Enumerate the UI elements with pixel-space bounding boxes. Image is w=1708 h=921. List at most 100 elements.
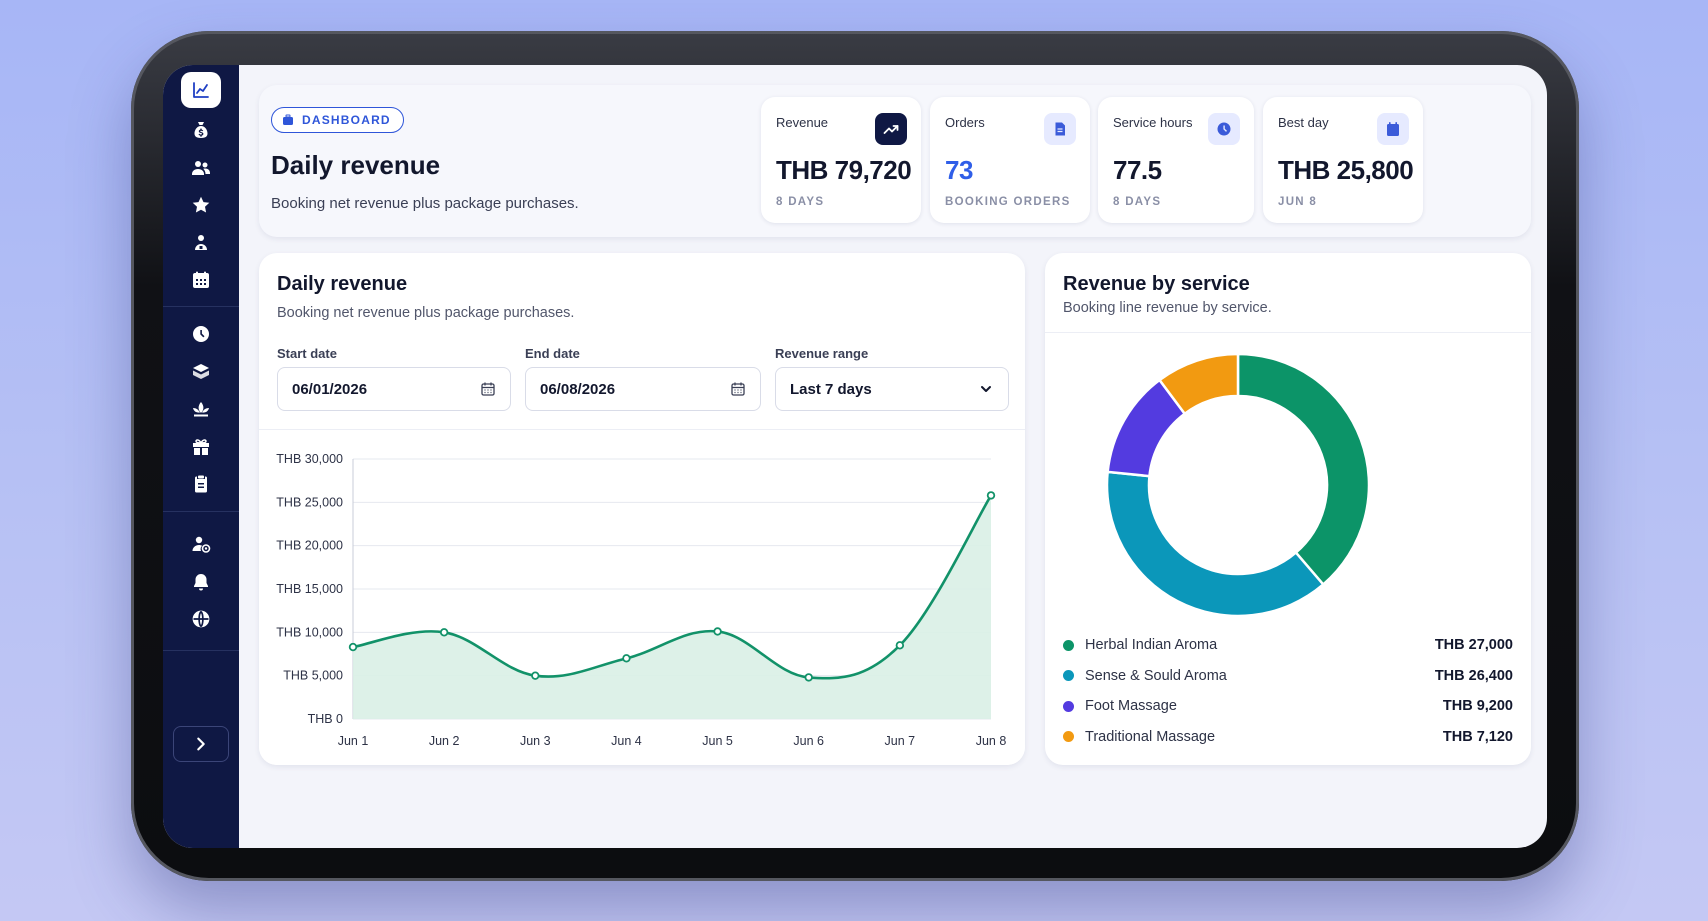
start-date-label: Start date: [277, 346, 337, 361]
legend-value: THB 26,400: [1434, 667, 1513, 684]
data-point[interactable]: [622, 654, 631, 663]
sidebar-item-dashboard[interactable]: [181, 72, 221, 108]
x-tick-label: Jun 6: [793, 734, 824, 748]
legend-value: THB 9,200: [1442, 698, 1513, 714]
sidebar-item-therapists[interactable]: [181, 225, 221, 261]
stat-label: Revenue: [776, 115, 829, 130]
legend-name: Sense & Sould Aroma: [1085, 667, 1227, 684]
y-tick-label: THB 25,000: [276, 495, 343, 509]
clock-icon: [1217, 122, 1231, 136]
daily-revenue-card: Daily revenue Booking net revenue plus p…: [259, 253, 1025, 765]
donut-slice[interactable]: [1236, 352, 1371, 587]
revenue-by-service-card: Revenue by service Booking line revenue …: [1045, 253, 1531, 765]
revenue-range-label: Revenue range: [775, 346, 869, 361]
start-date-input[interactable]: 06/01/2026: [277, 367, 511, 411]
sidebar-item-hours[interactable]: [181, 316, 221, 352]
y-tick-label: THB 10,000: [276, 625, 343, 639]
sidebar-item-language[interactable]: [181, 601, 221, 637]
x-tick-label: Jun 3: [520, 734, 551, 748]
sidebar-item-notifications[interactable]: [181, 564, 221, 600]
main-content: DASHBOARD Daily revenue Booking net reve…: [239, 65, 1547, 848]
sidebar-item-calendar[interactable]: [181, 262, 221, 298]
data-point[interactable]: [895, 641, 905, 650]
legend-dot: [1063, 700, 1074, 712]
document-icon: [1055, 122, 1065, 136]
calendar-icon[interactable]: [730, 381, 746, 397]
therapist-icon: [195, 235, 207, 250]
legend-dot: [1063, 731, 1074, 742]
sidebar-item-staff-settings[interactable]: [181, 526, 221, 562]
donut-slice[interactable]: [1157, 352, 1240, 416]
card-divider: [1045, 332, 1531, 333]
stat-label: Service hours: [1113, 115, 1193, 130]
gift-icon: [193, 439, 209, 455]
sidebar-item-services[interactable]: [181, 391, 221, 427]
bell-icon: [194, 574, 208, 591]
start-date-value: 06/01/2026: [292, 380, 368, 398]
revenue-range-select[interactable]: Last 7 days: [775, 367, 1009, 411]
x-tick-label: Jun 8: [976, 734, 1007, 748]
sidebar-item-reviews[interactable]: [181, 187, 221, 223]
app-screen: DASHBOARD Daily revenue Booking net reve…: [163, 65, 1547, 848]
card-title: Revenue by service: [1063, 273, 1250, 295]
y-tick-label: THB 0: [308, 712, 343, 726]
data-point[interactable]: [804, 673, 813, 682]
stat-value: THB 25,800: [1278, 155, 1414, 185]
legend-value: THB 7,120: [1442, 728, 1513, 745]
stat-icon-box: [1044, 113, 1076, 145]
stat-caption: 8 DAYS: [776, 196, 825, 208]
stat-card-service-hours: Service hours 77.5 8 DAYS: [1098, 97, 1254, 223]
stat-label: Best day: [1278, 115, 1329, 130]
calendar-grid-icon: [193, 271, 209, 288]
revenue-line-chart: THB 0 THB 5,000 THB 10,000 THB 15,000 THB 20…: [276, 452, 1007, 748]
package-icon: [193, 364, 209, 379]
clock-icon: [193, 326, 209, 342]
sidebar-divider: [163, 650, 239, 651]
page-subtitle: Booking net revenue plus package purchas…: [271, 195, 579, 212]
legend-item: Foot Massage THB 9,200: [1063, 695, 1513, 717]
stat-icon-box: [1208, 113, 1240, 145]
stat-caption: JUN 8: [1278, 196, 1318, 208]
stat-icon-box: [875, 113, 907, 145]
legend-dot: [1063, 639, 1074, 651]
y-tick-label: THB 15,000: [276, 582, 343, 596]
dashboard-pill-label: DASHBOARD: [302, 113, 391, 127]
stat-value: 77.5: [1113, 155, 1162, 185]
stat-card-orders: Orders 73 BOOKING ORDERS: [930, 97, 1090, 223]
sidebar-item-reports[interactable]: [181, 466, 221, 502]
stat-label: Orders: [945, 115, 985, 130]
header-card: DASHBOARD Daily revenue Booking net reve…: [259, 85, 1531, 237]
calendar-icon: [1387, 122, 1399, 136]
data-point[interactable]: [348, 642, 358, 652]
x-tick-label: Jun 4: [611, 734, 642, 748]
sidebar-item-customers[interactable]: [181, 150, 221, 186]
legend-name: Foot Massage: [1085, 698, 1177, 714]
users-icon: [192, 161, 210, 175]
sidebar-item-gifts[interactable]: [181, 429, 221, 465]
legend-name: Traditional Massage: [1085, 728, 1216, 745]
x-tick-label: Jun 7: [885, 734, 916, 748]
data-point[interactable]: [439, 628, 449, 637]
page-title: Daily revenue: [271, 150, 441, 180]
chevron-right-icon: [197, 737, 205, 751]
sidebar-expand-button[interactable]: [173, 726, 229, 762]
x-tick-label: Jun 1: [338, 734, 369, 748]
end-date-value: 06/08/2026: [540, 380, 616, 398]
sidebar-divider: [163, 306, 239, 307]
globe-icon: [192, 610, 210, 628]
x-tick-label: Jun 2: [429, 734, 460, 748]
sidebar-item-packages[interactable]: [181, 354, 221, 390]
data-point[interactable]: [531, 671, 540, 680]
end-date-input[interactable]: 06/08/2026: [525, 367, 761, 411]
data-point[interactable]: [986, 491, 996, 500]
sidebar-divider: [163, 511, 239, 512]
calendar-icon[interactable]: [480, 381, 496, 397]
legend-item: Traditional Massage THB 7,120: [1063, 726, 1513, 748]
stat-icon-box: [1377, 113, 1409, 145]
sidebar: [163, 65, 239, 848]
data-point[interactable]: [713, 627, 722, 636]
stat-value: 73: [945, 155, 973, 185]
sidebar-item-revenue[interactable]: [181, 112, 221, 148]
donut-slice[interactable]: [1105, 470, 1325, 618]
y-tick-label: THB 20,000: [276, 539, 343, 553]
